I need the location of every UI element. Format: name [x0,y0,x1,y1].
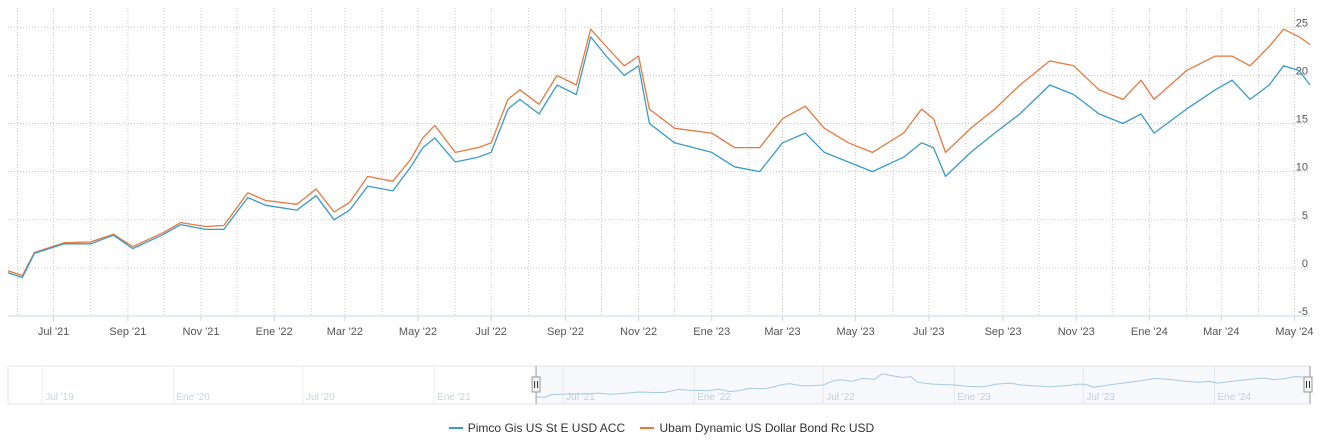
y-tick-label: 10 [1296,162,1308,174]
x-tick-label: May '23 [837,326,875,338]
x-tick-label: Mar '24 [1203,326,1239,338]
x-tick-label: Mar '22 [327,326,363,338]
legend-item-series-2[interactable]: Ubam Dynamic US Dollar Bond Rc USD [640,421,874,435]
legend-swatch-series-1 [448,427,463,429]
series-line-2 [7,28,1311,277]
y-tick-label: 0 [1302,258,1308,270]
navigator-frame[interactable] [7,365,1311,405]
legend-label-series-1: Pimco Gis US St E USD ACC [467,421,626,435]
navigator-tick-label: Jul '21 [566,392,595,403]
x-tick-label: Ene '23 [693,326,730,338]
navigator-tick-label: Ene '22 [697,392,731,403]
navigator-selection[interactable] [536,366,1310,404]
navigator-tick-label: Ene '21 [437,392,471,403]
navigator-tick-label: Jul '22 [826,392,855,403]
x-tick-label: May '24 [1275,326,1313,338]
navigator-tick-label: Jul '23 [1086,392,1115,403]
y-tick-label: -5 [1298,306,1308,318]
x-tick-label: Sep '21 [109,326,146,338]
x-tick-label: Jul '23 [913,326,944,338]
x-tick-label: Mar '23 [764,326,800,338]
legend-label-series-2: Ubam Dynamic US Dollar Bond Rc USD [659,421,875,435]
navigator-tick-label: Ene '23 [957,392,991,403]
x-tick-label: May '22 [399,326,437,338]
navigator-handle-right[interactable] [1303,376,1313,393]
navigator-series-line [536,373,1311,398]
chart-legend: Pimco Gis US St E USD ACC Ubam Dynamic U… [0,418,1323,435]
x-tick-label: Ene '22 [256,326,293,338]
legend-swatch-series-2 [640,427,655,429]
x-tick-label: Ene '24 [1131,326,1168,338]
series-line-1 [7,36,1311,279]
navigator-tick-label: Jul '19 [45,392,74,403]
y-tick-label: 25 [1296,17,1308,29]
navigator-handle-left[interactable] [531,376,541,393]
x-tick-label: Sep '23 [985,326,1022,338]
x-tick-label: Jul '21 [38,326,69,338]
x-tick-label: Nov '21 [183,326,220,338]
y-tick-label: 5 [1302,210,1308,222]
x-tick-label: Nov '23 [1058,326,1095,338]
navigator-tick-label: Ene '24 [1218,392,1252,403]
x-tick-label: Sep '22 [547,326,584,338]
y-tick-label: 15 [1296,114,1308,126]
x-tick-label: Jul '22 [475,326,506,338]
x-tick-label: Nov '22 [620,326,657,338]
navigator-tick-label: Jul '20 [306,392,335,403]
legend-item-series-1[interactable]: Pimco Gis US St E USD ACC [448,421,626,435]
navigator-tick-label: Ene '20 [176,392,210,403]
y-tick-label: 20 [1296,65,1308,77]
line-chart: 25 20 15 10 5 0 -5 Jul '21 Sep '21 Nov '21 Ene '22… [7,8,1314,405]
